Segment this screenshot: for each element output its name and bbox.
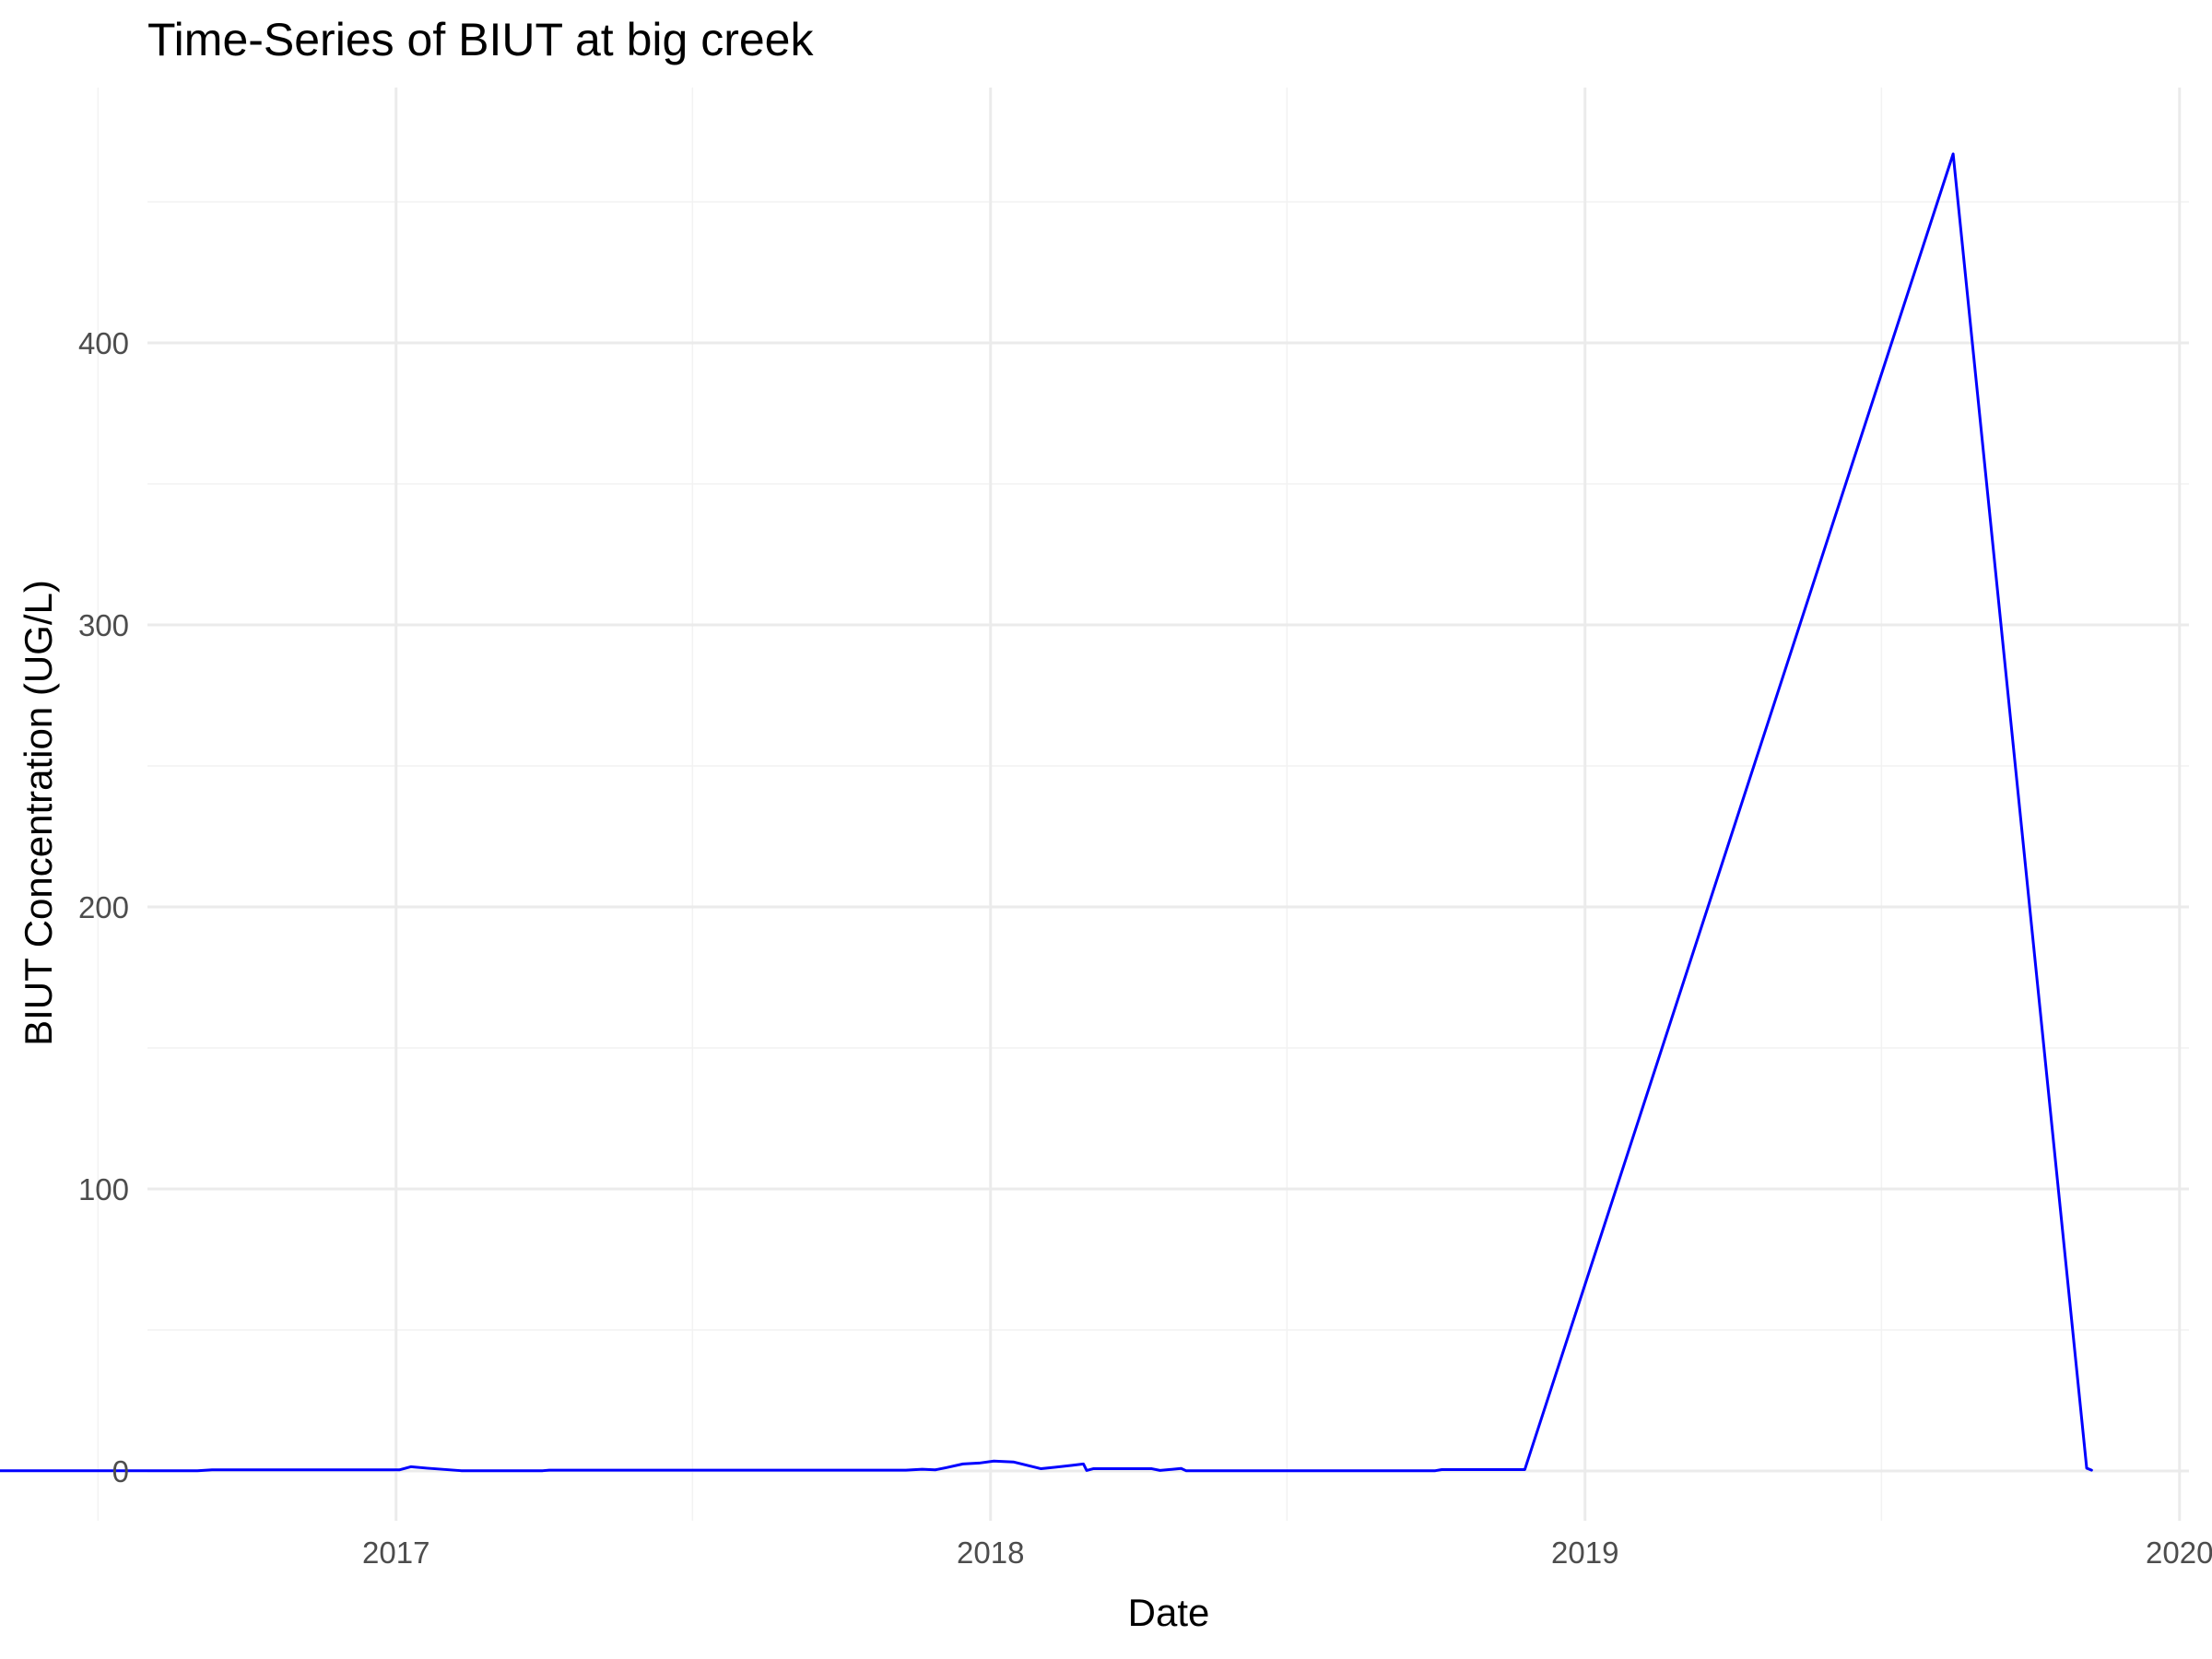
x-tick-labels: 2017 2018 2019 2020	[362, 1535, 2212, 1570]
y-tick-label: 300	[78, 608, 129, 642]
x-tick-label: 2019	[1551, 1535, 1618, 1570]
chart-title: Time-Series of BIUT at big creek	[147, 14, 814, 65]
x-tick-label: 2018	[957, 1535, 1024, 1570]
x-axis-label: Date	[1128, 1591, 1210, 1634]
y-tick-labels: 0 100 200 300 400	[78, 326, 129, 1488]
x-tick-label: 2017	[362, 1535, 429, 1570]
y-tick-label: 100	[78, 1172, 129, 1206]
series-line	[0, 152, 2093, 1473]
grid	[97, 88, 2189, 1521]
series-layer	[0, 152, 2093, 1473]
y-tick-label: 200	[78, 890, 129, 924]
y-tick-label: 400	[78, 326, 129, 360]
y-tick-label: 0	[112, 1454, 129, 1488]
x-tick-label: 2020	[2146, 1535, 2212, 1570]
y-axis-label: BIUT Concentration (UG/L)	[17, 580, 60, 1046]
